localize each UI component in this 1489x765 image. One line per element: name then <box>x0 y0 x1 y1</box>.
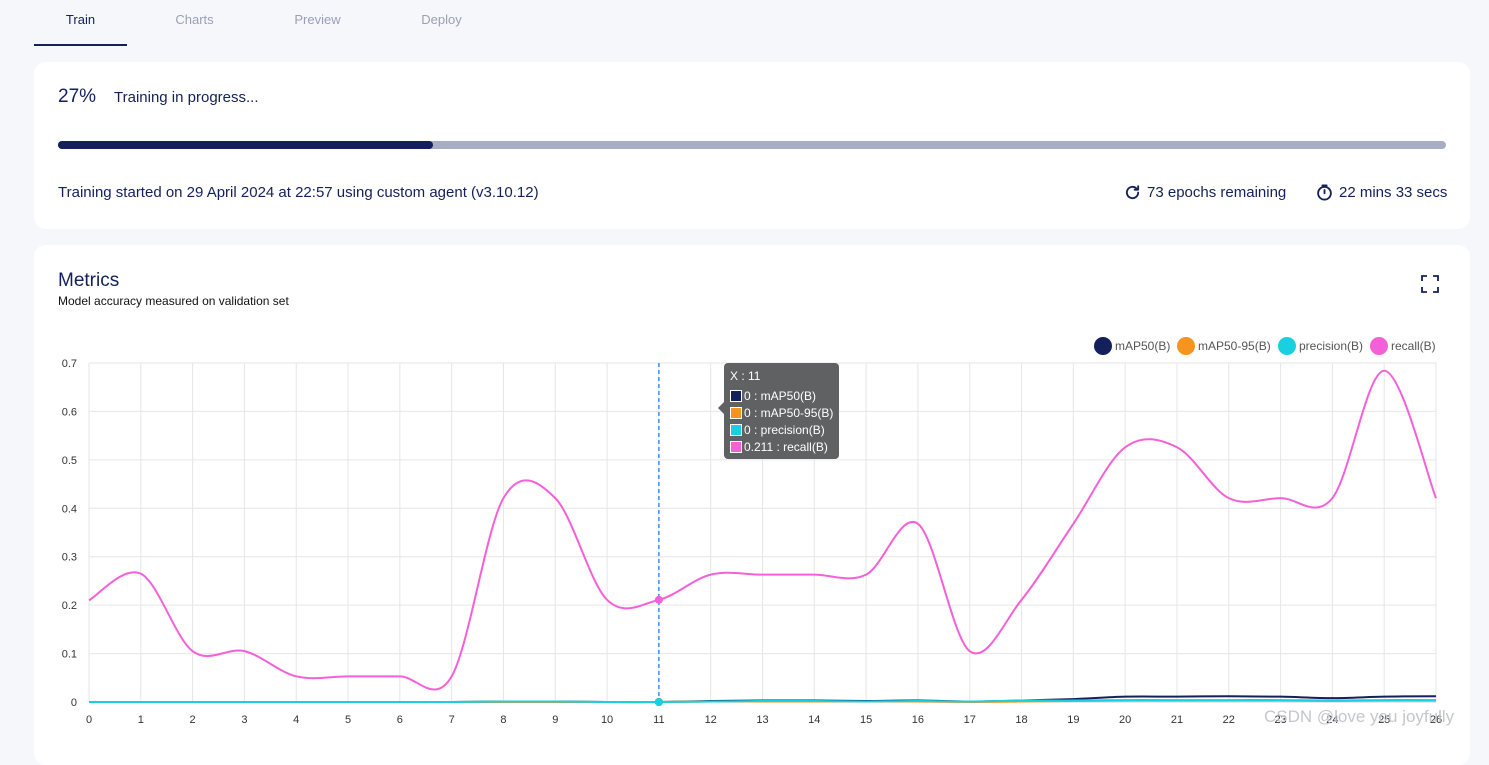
legend-recall[interactable]: recall(B) <box>1370 337 1436 355</box>
expand-icon[interactable] <box>1421 275 1439 293</box>
x-tick-label: 24 <box>1326 714 1338 726</box>
legend-label: precision(B) <box>1299 339 1364 353</box>
tooltip-swatch <box>730 390 742 402</box>
x-tick-label: 9 <box>552 714 558 726</box>
x-tick-label: 10 <box>601 714 613 726</box>
tooltip-title: X : 11 <box>730 369 761 383</box>
tooltip-label: 0 : mAP50-95(B) <box>744 406 834 420</box>
watermark: CSDN @love you joyfully <box>1264 707 1455 726</box>
tooltip-row: 0 : mAP50(B) <box>730 389 816 403</box>
y-tick-label: 0.4 <box>62 503 77 515</box>
legend-mAP50[interactable]: mAP50(B) <box>1094 337 1170 355</box>
legend-label: mAP50(B) <box>1115 339 1171 353</box>
x-tick-label: 18 <box>1015 714 1027 726</box>
x-tick-label: 20 <box>1119 714 1131 726</box>
x-tick-label: 13 <box>756 714 768 726</box>
x-tick-label: 0 <box>86 714 92 726</box>
legend-swatch <box>1094 337 1112 355</box>
tooltip-label: 0 : precision(B) <box>744 423 825 437</box>
x-tick-label: 4 <box>293 714 299 726</box>
tab-deploy[interactable]: Deploy <box>421 12 462 27</box>
series-line-precisionb <box>88 699 1437 704</box>
x-tick-label: 19 <box>1067 714 1079 726</box>
x-tick-label: 15 <box>860 714 872 726</box>
x-tick-label: 26 <box>1430 714 1442 726</box>
tab-charts[interactable]: Charts <box>175 12 214 27</box>
progress-percent: 27% <box>58 86 97 107</box>
refresh-icon <box>1125 185 1140 200</box>
x-tick-label: 7 <box>449 714 455 726</box>
tooltip-row: 0 : mAP50-95(B) <box>730 406 833 420</box>
y-tick-label: 0.5 <box>62 455 77 467</box>
series-line-recallb <box>88 369 1437 691</box>
legend-label: recall(B) <box>1391 339 1436 353</box>
x-tick-label: 17 <box>964 714 976 726</box>
y-tick-label: 0.2 <box>62 600 77 612</box>
y-tick-label: 0.7 <box>62 358 77 370</box>
time-remaining: 22 mins 33 secs <box>1316 184 1447 201</box>
tooltip-swatch <box>730 407 742 419</box>
legend-mAP50-95[interactable]: mAP50-95(B) <box>1177 337 1271 355</box>
progress-bar <box>58 141 1446 149</box>
legend-precision[interactable]: precision(B) <box>1278 337 1363 355</box>
legend-label: mAP50-95(B) <box>1198 339 1271 353</box>
y-tick-label: 0.3 <box>62 552 77 564</box>
x-tick-label: 23 <box>1274 714 1286 726</box>
tab-preview[interactable]: Preview <box>294 12 341 27</box>
legend-swatch <box>1177 337 1195 355</box>
x-tick-label: 21 <box>1171 714 1183 726</box>
metrics-subtitle: Model accuracy measured on validation se… <box>58 294 289 308</box>
x-tick-label: 6 <box>397 714 403 726</box>
timer-icon <box>1317 184 1332 201</box>
metrics-title: Metrics <box>58 270 120 291</box>
tooltip-label: 0.211 : recall(B) <box>744 440 828 454</box>
tab-train[interactable]: Train <box>34 0 127 46</box>
x-tick-label: 16 <box>912 714 924 726</box>
tooltip-swatch <box>730 441 742 453</box>
training-progress-card: 27% Training in progress... Training sta… <box>34 62 1470 229</box>
epochs-remaining-label: 73 epochs remaining <box>1147 184 1287 201</box>
epochs-remaining: 73 epochs remaining <box>1124 184 1286 201</box>
x-tick-label: 3 <box>241 714 247 726</box>
training-started-text: Training started on 29 April 2024 at 22:… <box>58 184 539 201</box>
y-tick-label: 0 <box>71 697 77 709</box>
tooltip-row: 0.211 : recall(B) <box>730 440 828 454</box>
x-tick-label: 22 <box>1223 714 1235 726</box>
x-tick-label: 5 <box>345 714 351 726</box>
chart-tooltip: X : 11 0 : mAP50(B) 0 : mAP50-95(B) 0 : … <box>718 363 839 459</box>
y-tick-label: 0.6 <box>62 406 77 418</box>
legend-swatch <box>1278 337 1296 355</box>
y-tick-label: 0.1 <box>62 649 77 661</box>
hover-point <box>654 698 663 706</box>
tooltip-arrow <box>718 402 724 414</box>
tab-bar: Train Charts Preview Deploy <box>0 0 1489 46</box>
hover-point <box>654 595 663 604</box>
tooltip-row: 0 : precision(B) <box>730 423 825 437</box>
x-tick-label: 8 <box>500 714 506 726</box>
x-tick-label: 12 <box>705 714 717 726</box>
progress-status: Training in progress... <box>114 89 259 106</box>
tooltip-label: 0 : mAP50(B) <box>744 389 817 403</box>
x-tick-label: 25 <box>1378 714 1390 726</box>
metrics-line-chart[interactable]: 00.10.20.30.40.50.60.70 1 2 3 4 5 6 7 8 9 10 11 12 13… <box>34 245 1470 765</box>
tooltip-swatch <box>730 424 742 436</box>
x-tick-label: 2 <box>190 714 196 726</box>
metrics-card: Metrics Model accuracy measured on valid… <box>34 245 1470 765</box>
x-tick-label: 11 <box>653 714 664 726</box>
time-remaining-label: 22 mins 33 secs <box>1339 184 1448 201</box>
x-tick-label: 14 <box>808 714 820 726</box>
x-tick-label: 1 <box>138 714 144 726</box>
legend-swatch <box>1370 337 1388 355</box>
progress-bar-fill <box>58 141 433 149</box>
